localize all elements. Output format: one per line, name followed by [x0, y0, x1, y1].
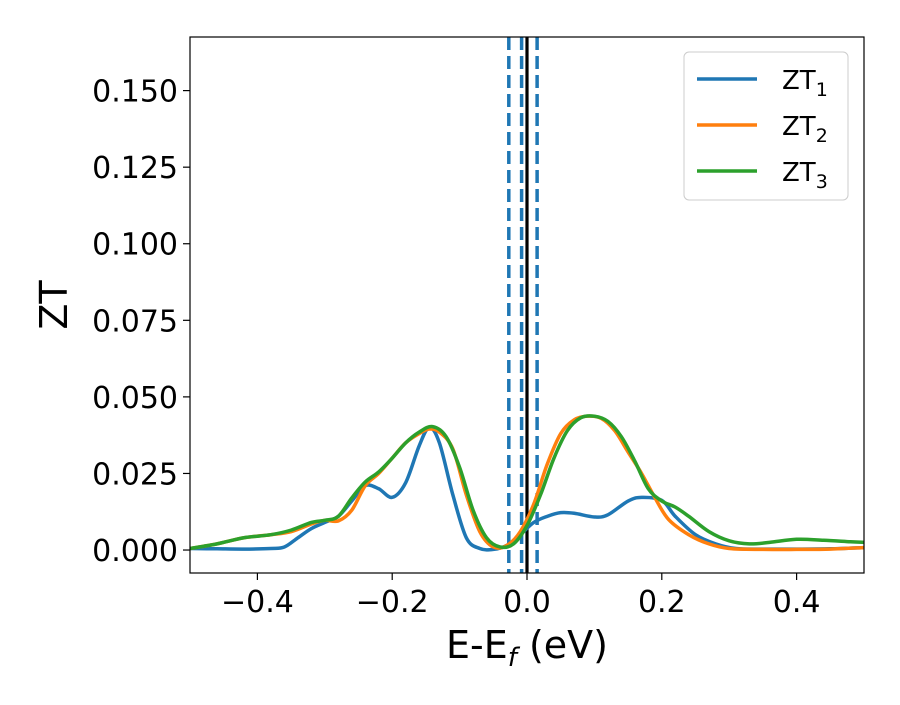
x-tick-label: 0.2 — [638, 585, 686, 620]
x-tick-label: 0.4 — [773, 585, 821, 620]
x-tick-label: −0.4 — [221, 585, 294, 620]
series-line-zt3 — [190, 414, 864, 551]
legend-label-zt1: ZT1 — [782, 66, 828, 101]
y-axis-label: ZT — [32, 280, 76, 330]
legend-box — [683, 51, 849, 201]
y-tick-label: 0.000 — [92, 534, 178, 569]
series-lines — [190, 414, 864, 552]
legend: ZT1 ZT2 ZT3 — [683, 51, 849, 201]
y-tick-label: 0.100 — [92, 228, 178, 263]
y-tick-label: 0.125 — [92, 151, 178, 186]
series-line-zt1 — [190, 425, 864, 552]
y-axis-ticks: 0.000 0.025 0.050 0.075 0.100 0.125 0.150 — [92, 75, 190, 569]
x-axis-label-unit: (eV) — [517, 623, 608, 667]
x-tick-label: 0.0 — [503, 585, 551, 620]
x-axis-label: E-Ef (eV) — [446, 623, 608, 673]
x-axis-ticks: −0.4 −0.2 0.0 0.2 0.4 — [221, 573, 820, 620]
x-axis-label-main: E-E — [446, 623, 508, 667]
y-tick-label: 0.150 — [92, 75, 178, 110]
legend-label-zt3: ZT3 — [782, 158, 828, 193]
y-tick-label: 0.050 — [92, 381, 178, 416]
y-tick-label: 0.075 — [92, 304, 178, 339]
reference-lines — [507, 37, 539, 573]
x-tick-label: −0.2 — [356, 585, 429, 620]
y-tick-label: 0.025 — [92, 457, 178, 492]
legend-label-zt2: ZT2 — [782, 112, 828, 147]
